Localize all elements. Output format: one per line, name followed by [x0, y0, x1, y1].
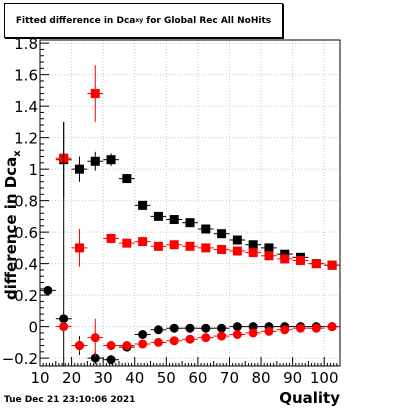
data-point-circle — [74, 341, 84, 351]
timestamp: Tue Dec 21 23:10:06 2021 — [4, 395, 136, 405]
data-point-circle — [327, 322, 337, 332]
tick-layer: 10 20 30 40 50 60 70 80 90 100 −0.2 0 0.2 0.4 0.6 0.8 1 1… — [2, 35, 341, 387]
grid-layer — [39, 40, 340, 366]
data-point-square — [232, 246, 242, 256]
series-3 — [55, 318, 340, 357]
data-point-square — [248, 240, 258, 250]
data-point-square — [327, 260, 337, 270]
y-axis-label-sub: x — [12, 150, 23, 157]
data-point-square — [311, 259, 321, 269]
data-point-circle — [217, 323, 227, 333]
data-point-square — [122, 238, 132, 248]
data-point-square — [106, 233, 116, 243]
plot-frame — [39, 39, 341, 367]
data-point-square — [185, 241, 195, 251]
y-tick-label: 0 — [28, 319, 38, 337]
series-1 — [55, 65, 340, 270]
data-point-circle — [153, 337, 163, 347]
data-point-square — [296, 255, 306, 265]
data-point-square — [138, 200, 148, 210]
x-tick-label: 30 — [94, 369, 113, 387]
data-point-circle — [106, 355, 116, 365]
data-point-circle — [90, 353, 100, 363]
data-point-circle — [311, 323, 321, 333]
y-tick-label: 1.6 — [14, 67, 38, 85]
data-point-circle — [201, 333, 211, 343]
data-point-circle — [296, 323, 306, 333]
data-point-circle — [169, 323, 179, 333]
data-point-square — [217, 244, 227, 254]
data-point-square — [153, 211, 163, 221]
data-point-circle — [280, 325, 290, 335]
data-point-circle — [169, 336, 179, 346]
data-point-square — [106, 155, 116, 165]
data-point-square — [90, 89, 100, 99]
x-tick-label: 100 — [310, 369, 339, 387]
y-tick-label: 1.8 — [14, 35, 38, 53]
chart-title-sub: xy — [135, 17, 144, 24]
data-point-square — [169, 240, 179, 250]
data-point-square — [217, 229, 227, 239]
y-tick-label: 0.4 — [14, 256, 38, 274]
data-point-circle — [232, 330, 242, 340]
data-point-circle — [264, 326, 274, 336]
x-tick-label: 40 — [125, 369, 144, 387]
data-layer — [40, 65, 340, 366]
y-axis-label-text: difference in Dca — [2, 156, 20, 300]
data-point-square — [232, 235, 242, 245]
data-point-circle — [248, 328, 258, 338]
data-point-circle — [153, 325, 163, 335]
data-point-square — [185, 218, 195, 228]
data-point-square — [74, 164, 84, 174]
x-tick-label: 70 — [220, 369, 239, 387]
x-tick-label: 20 — [62, 369, 81, 387]
y-tick-label: 1.4 — [14, 98, 38, 116]
y-tick-label: 0.6 — [14, 224, 38, 242]
y-tick-label: 1 — [28, 161, 38, 179]
x-tick-label: 90 — [283, 369, 302, 387]
data-point-square — [280, 249, 290, 259]
data-point-circle — [106, 341, 116, 351]
chart-title: Fitted difference in Dca xy for Global Re… — [4, 3, 283, 38]
y-tick-label: 0.2 — [14, 287, 38, 305]
chart-title-main: Fitted difference in Dca — [15, 15, 136, 26]
x-tick-label: 50 — [157, 369, 176, 387]
data-point-square — [201, 224, 211, 234]
data-point-circle — [185, 334, 195, 344]
data-point-square — [280, 254, 290, 264]
data-point-circle — [201, 323, 211, 333]
data-point-square — [264, 251, 274, 261]
frame-layer — [39, 39, 341, 367]
data-point-circle — [59, 314, 69, 324]
data-point-circle — [232, 322, 242, 332]
data-point-circle — [217, 331, 227, 341]
data-point-square — [248, 248, 258, 258]
data-point-circle — [185, 323, 195, 333]
data-point-circle — [90, 333, 100, 343]
data-point-square — [169, 215, 179, 225]
y-tick-label: 0.8 — [14, 193, 38, 211]
data-point-square — [201, 243, 211, 253]
chart-title-rest: for Global Rec All NoHits — [146, 15, 272, 26]
y-tick-label: 1.2 — [14, 130, 38, 148]
data-point-square — [122, 174, 132, 184]
data-point-circle — [248, 322, 258, 332]
x-tick-label: 10 — [30, 369, 49, 387]
x-tick-label: 60 — [188, 369, 207, 387]
y-axis-label: difference in Dcax — [2, 100, 23, 300]
data-point-circle — [138, 330, 148, 340]
y-tick-label: −0.2 — [2, 350, 38, 368]
x-tick-label: 80 — [252, 369, 271, 387]
data-point-square — [74, 243, 84, 253]
data-point-square — [264, 243, 274, 253]
data-point-square — [138, 237, 148, 247]
data-point-square — [90, 156, 100, 166]
data-point-circle — [138, 339, 148, 349]
data-point-circle — [59, 322, 69, 332]
x-axis-label: Quality — [279, 389, 340, 407]
data-point-circle — [122, 341, 132, 351]
data-point-circle — [43, 285, 53, 295]
data-point-square — [153, 241, 163, 251]
